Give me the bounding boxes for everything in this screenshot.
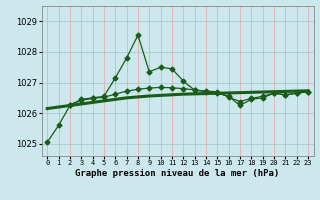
X-axis label: Graphe pression niveau de la mer (hPa): Graphe pression niveau de la mer (hPa) (76, 169, 280, 178)
